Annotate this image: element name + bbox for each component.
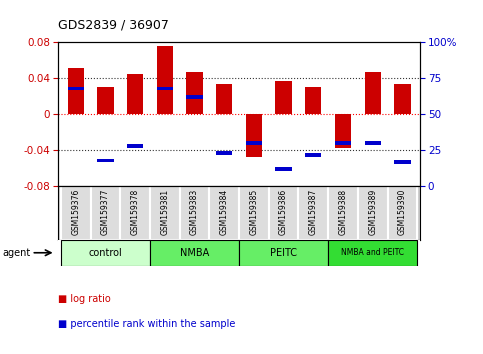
- Text: GSM159385: GSM159385: [249, 189, 258, 235]
- Bar: [156, 87, 173, 90]
- Text: agent: agent: [2, 248, 30, 258]
- Bar: [394, 160, 411, 164]
- Text: GSM159378: GSM159378: [131, 189, 140, 235]
- Bar: [91, 186, 120, 240]
- Text: NMBA and PEITC: NMBA and PEITC: [341, 249, 404, 257]
- Bar: [275, 81, 292, 114]
- Bar: [180, 186, 210, 240]
- Text: GSM159389: GSM159389: [368, 189, 377, 235]
- Text: GSM159377: GSM159377: [101, 189, 110, 235]
- Bar: [358, 186, 387, 240]
- Bar: [156, 46, 173, 114]
- Bar: [150, 240, 239, 266]
- Bar: [328, 240, 417, 266]
- Bar: [305, 153, 322, 156]
- Bar: [97, 159, 114, 162]
- Text: ■ percentile rank within the sample: ■ percentile rank within the sample: [58, 319, 235, 329]
- Bar: [97, 86, 114, 114]
- Bar: [61, 240, 150, 266]
- Bar: [305, 87, 322, 114]
- Bar: [365, 72, 381, 114]
- Bar: [68, 87, 84, 90]
- Bar: [127, 74, 143, 114]
- Bar: [335, 141, 351, 145]
- Bar: [61, 186, 91, 240]
- Text: GSM159383: GSM159383: [190, 189, 199, 235]
- Bar: [387, 186, 417, 240]
- Bar: [328, 186, 358, 240]
- Bar: [216, 84, 232, 114]
- Bar: [239, 186, 269, 240]
- Bar: [239, 240, 328, 266]
- Bar: [186, 72, 203, 114]
- Bar: [216, 152, 232, 155]
- Bar: [298, 186, 328, 240]
- Bar: [127, 144, 143, 148]
- Bar: [394, 84, 411, 114]
- Bar: [186, 95, 203, 99]
- Text: GSM159390: GSM159390: [398, 189, 407, 235]
- Bar: [150, 186, 180, 240]
- Bar: [120, 186, 150, 240]
- Bar: [335, 114, 351, 148]
- Bar: [68, 68, 84, 114]
- Bar: [275, 167, 292, 171]
- Text: GSM159376: GSM159376: [71, 189, 80, 235]
- Text: ■ log ratio: ■ log ratio: [58, 295, 111, 304]
- Text: GSM159388: GSM159388: [339, 189, 347, 235]
- Text: GSM159384: GSM159384: [220, 189, 229, 235]
- Bar: [246, 114, 262, 157]
- Text: GSM159381: GSM159381: [160, 189, 170, 235]
- Text: control: control: [88, 248, 122, 258]
- Text: NMBA: NMBA: [180, 248, 209, 258]
- Bar: [365, 141, 381, 145]
- Text: GSM159386: GSM159386: [279, 189, 288, 235]
- Bar: [246, 141, 262, 145]
- Text: GSM159387: GSM159387: [309, 189, 318, 235]
- Text: GDS2839 / 36907: GDS2839 / 36907: [58, 19, 169, 32]
- Text: PEITC: PEITC: [270, 248, 297, 258]
- Bar: [210, 186, 239, 240]
- Bar: [269, 186, 298, 240]
